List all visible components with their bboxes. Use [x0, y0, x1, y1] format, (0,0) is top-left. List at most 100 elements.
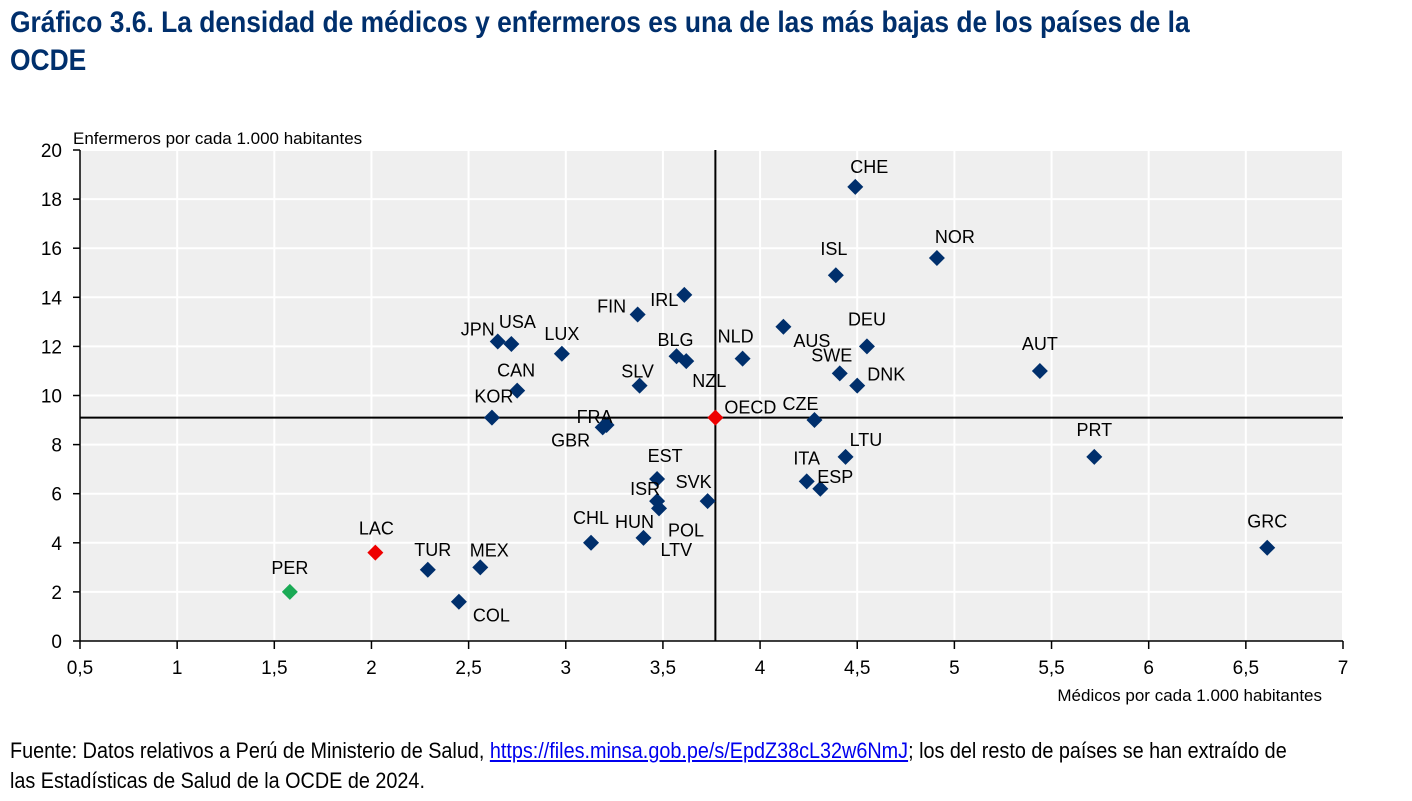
y-tick-label: 14: [41, 288, 63, 309]
point-svk: [699, 493, 716, 510]
point-usa: [503, 335, 520, 352]
point-label-lux: LUX: [544, 324, 579, 344]
point-dnk: [849, 377, 866, 394]
point-label-ltv: LTV: [660, 540, 692, 560]
point-label-ltu: LTU: [850, 430, 883, 450]
point-gbr: [594, 419, 611, 436]
point-nld: [734, 350, 751, 367]
point-label-aut: AUT: [1022, 334, 1058, 354]
point-nor: [928, 250, 945, 267]
source-link[interactable]: https://files.minsa.gob.pe/s/EpdZ38cL32w…: [489, 738, 909, 763]
point-label-tur: TUR: [414, 540, 451, 560]
point-lux: [553, 345, 570, 362]
x-tick-label: 5: [949, 658, 960, 679]
x-tick-label: 7: [1338, 658, 1349, 679]
y-tick-label: 2: [51, 583, 62, 604]
point-label-swe: SWE: [811, 345, 852, 365]
y-tick-label: 8: [51, 436, 62, 457]
point-label-esp: ESP: [817, 467, 853, 487]
x-tick-label: 3: [560, 658, 571, 679]
point-label-cze: CZE: [782, 394, 818, 414]
point-ltu: [837, 448, 854, 465]
point-label-irl: IRL: [650, 290, 678, 310]
point-label-kor: KOR: [474, 387, 513, 407]
point-aus: [775, 318, 792, 335]
point-label-usa: USA: [499, 312, 536, 332]
point-label-est: EST: [648, 446, 683, 466]
point-prt: [1086, 448, 1103, 465]
y-tick-label: 12: [41, 337, 62, 358]
point-label-aus: AUS: [793, 331, 830, 351]
point-label-nor: NOR: [935, 227, 975, 247]
point-oecd: [707, 409, 724, 426]
point-irl: [676, 286, 693, 303]
x-tick-label: 2: [366, 658, 377, 679]
point-label-lac: LAC: [359, 519, 394, 539]
point-label-jpn: JPN: [461, 319, 495, 339]
source-suffix: ; los del resto de países se han extraíd…: [10, 738, 1287, 793]
y-tick-label: 6: [51, 485, 62, 506]
y-tick-label: 4: [51, 534, 62, 555]
point-col: [450, 593, 467, 610]
point-label-hun: HUN: [615, 512, 654, 532]
point-hun: [635, 529, 652, 546]
point-label-per: PER: [271, 558, 308, 578]
y-tick-label: 0: [51, 632, 62, 653]
point-aut: [1031, 362, 1048, 379]
point-label-svk: SVK: [676, 472, 712, 492]
point-deu: [858, 338, 875, 355]
point-mex: [472, 559, 489, 576]
point-label-isr: ISR: [630, 479, 660, 499]
point-swe: [831, 365, 848, 382]
point-grc: [1259, 539, 1276, 556]
point-esp: [812, 480, 829, 497]
point-label-grc: GRC: [1247, 512, 1287, 532]
point-label-che: CHE: [850, 157, 888, 177]
point-cze: [806, 412, 823, 429]
scatter-chart: 0,5 1 1,5 2 2,5 3 3,5 4 4,5 5 5,5 6 6,5 7 0 2 4 6 8 10 12 14 1…: [41, 129, 1349, 705]
point-tur: [419, 561, 436, 578]
point-slv: [631, 377, 648, 394]
point-label-dnk: DNK: [867, 365, 905, 385]
source-note: Fuente: Datos relativos a Perú de Minist…: [10, 736, 1288, 796]
point-label-isl: ISL: [820, 239, 847, 259]
point-label-mex: MEX: [470, 540, 509, 560]
x-tick-label: 1: [172, 658, 183, 679]
x-tick-label: 5,5: [1038, 658, 1064, 679]
y-tick-label: 18: [41, 190, 62, 211]
x-tick-label: 4,5: [844, 658, 870, 679]
point-label-nld: NLD: [718, 327, 754, 347]
point-label-col: COL: [473, 606, 510, 626]
y-tick-label: 20: [41, 141, 62, 162]
point-label-prt: PRT: [1076, 420, 1112, 440]
point-isl: [827, 267, 844, 284]
chart-title-line-1: Gráfico 3.6. La densidad de médicos y en…: [10, 6, 1190, 39]
point-label-chl: CHL: [573, 508, 609, 528]
point-label-nzl: NZL: [692, 371, 726, 391]
point-pol: [651, 500, 668, 517]
point-jpn: [489, 333, 506, 350]
point-label-pol: POL: [668, 520, 704, 540]
point-fin: [629, 306, 646, 323]
source-prefix: Fuente: Datos relativos a Perú de Minist…: [10, 738, 490, 763]
point-che: [847, 178, 864, 195]
x-tick-label: 1,5: [261, 658, 287, 679]
x-tick-label: 6: [1143, 658, 1154, 679]
point-per: [281, 583, 298, 600]
point-label-gbr: GBR: [551, 430, 590, 450]
y-tick-label: 16: [41, 239, 62, 260]
point-label-deu: DEU: [848, 309, 886, 329]
point-lac: [367, 544, 384, 561]
point-label-blg: BLG: [658, 330, 694, 350]
point-label-oecd: OECD: [724, 398, 776, 418]
y-axis-title: Enfermeros por cada 1.000 habitantes: [73, 129, 362, 148]
point-chl: [583, 534, 600, 551]
point-kor: [483, 409, 500, 426]
point-label-ita: ITA: [793, 448, 820, 468]
point-nzl: [678, 353, 695, 370]
x-axis-title: Médicos por cada 1.000 habitantes: [1057, 686, 1322, 705]
point-label-can: CAN: [497, 361, 535, 381]
y-tick-label: 10: [41, 387, 62, 408]
chart-title-line-2: OCDE: [10, 44, 87, 77]
chart-title: Gráfico 3.6. La densidad de médicos y en…: [10, 4, 1224, 80]
